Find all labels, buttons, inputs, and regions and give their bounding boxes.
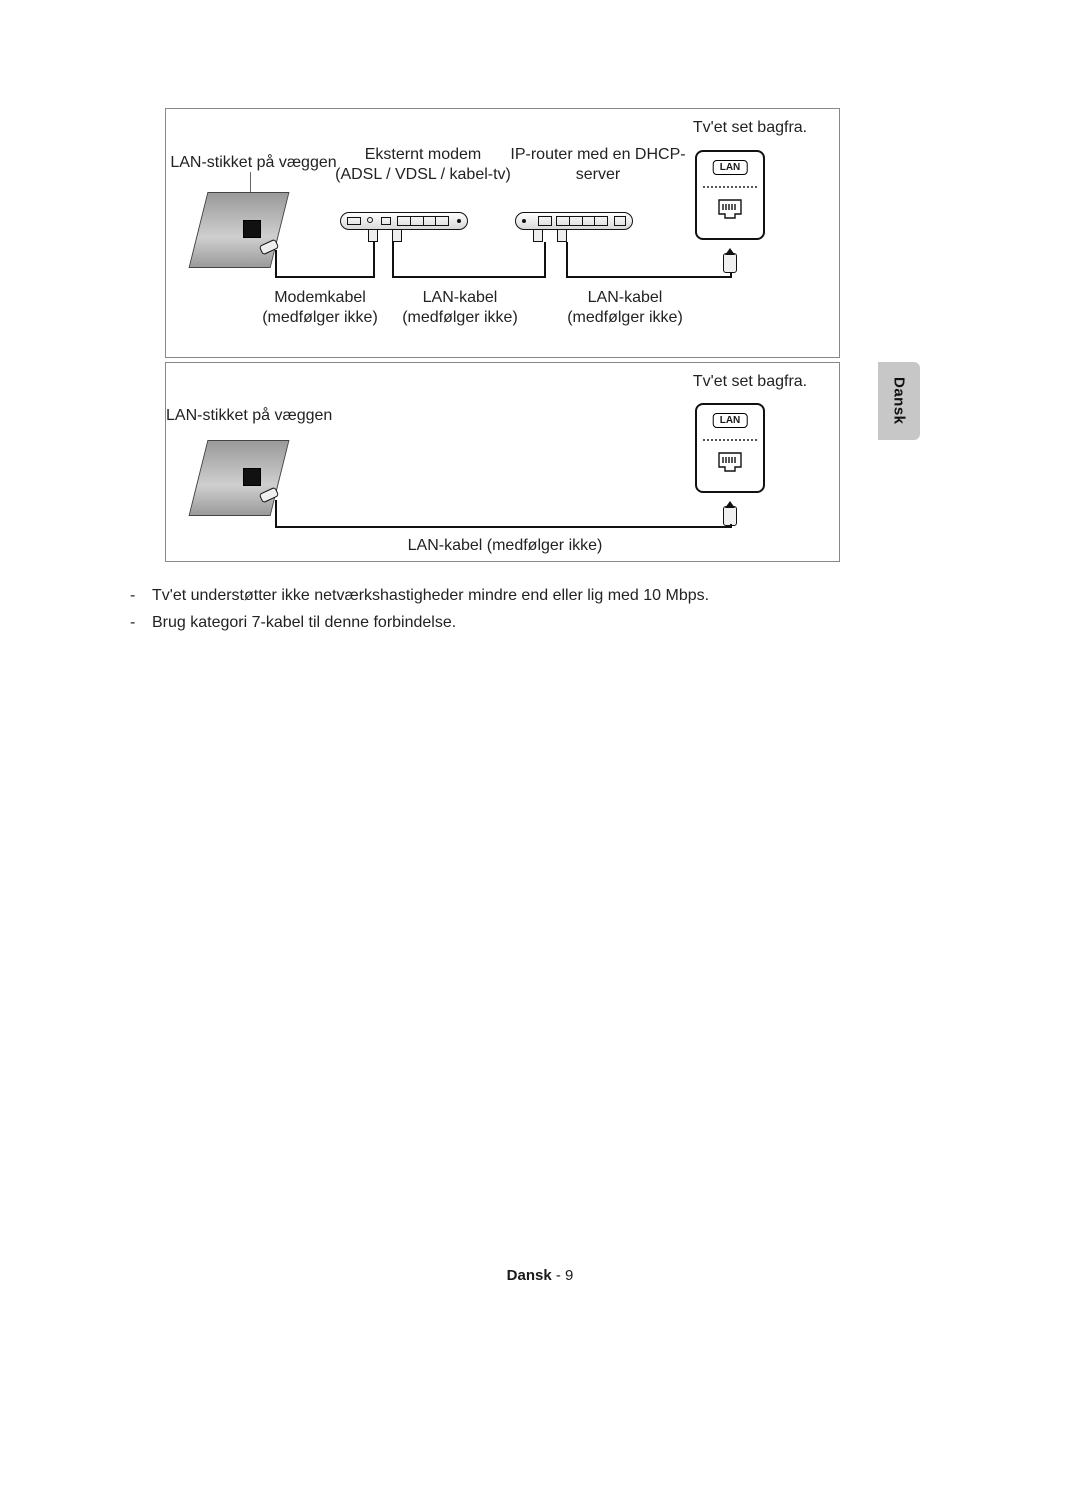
router-legs-icon <box>533 230 577 242</box>
tv-dash-line <box>703 186 757 188</box>
d2-wall-label: LAN-stikket på væggen <box>166 406 341 426</box>
d1-cable-b-1: LAN-kabel <box>395 288 525 308</box>
d1-router-label-1: IP-router med en DHCP- <box>503 145 693 165</box>
footer-page-number: 9 <box>565 1267 573 1284</box>
note-1-text: Tv'et understøtter ikke netværkshastighe… <box>152 582 709 609</box>
d1-cable-c-2: (medfølger ikke) <box>560 308 690 328</box>
d1-wall-jack <box>198 192 280 268</box>
notes-list: - Tv'et understøtter ikke netværkshastig… <box>130 582 890 636</box>
d2-tv-panel: LAN <box>695 403 765 493</box>
d1-tv-panel: LAN <box>695 150 765 240</box>
list-item: - Brug kategori 7-kabel til denne forbin… <box>130 609 890 636</box>
page: Tv'et set bagfra. LAN-stikket på væggen … <box>0 0 1080 1494</box>
footer-sep: - <box>552 1267 565 1284</box>
list-item: - Tv'et understøtter ikke netværkshastig… <box>130 582 890 609</box>
d1-cable-c-1: LAN-kabel <box>560 288 690 308</box>
d2-tv-back-label: Tv'et set bagfra. <box>665 372 835 392</box>
d1-tv-back-label: Tv'et set bagfra. <box>665 118 835 138</box>
language-side-tab: Dansk <box>878 362 920 440</box>
d1-cable-a-2: (medfølger ikke) <box>255 308 385 328</box>
d1-plug-to-tv <box>723 253 737 273</box>
lan-port-icon <box>717 198 743 220</box>
d1-cable-b-2: (medfølger ikke) <box>395 308 525 328</box>
lan-badge: LAN <box>713 413 748 428</box>
wall-port-icon <box>243 220 261 238</box>
d1-router-device <box>515 212 633 230</box>
d1-modem-label-2: (ADSL / VDSL / kabel-tv) <box>333 165 513 185</box>
d2-wall-jack <box>198 440 280 516</box>
d1-modem-device <box>340 212 468 230</box>
d1-modem-label-1: Eksternt modem <box>333 145 513 165</box>
language-side-tab-text: Dansk <box>891 377 908 425</box>
modem-body-icon <box>340 212 468 230</box>
note-2-text: Brug kategori 7-kabel til denne forbinde… <box>152 609 456 636</box>
router-body-icon <box>515 212 633 230</box>
lan-badge: LAN <box>713 160 748 175</box>
lan-port-icon <box>717 451 743 473</box>
bullet-dash: - <box>130 582 138 609</box>
bullet-dash: - <box>130 609 138 636</box>
tv-dash-line <box>703 439 757 441</box>
wall-port-icon <box>243 468 261 486</box>
modem-legs-icon <box>368 230 408 242</box>
d1-router-label-2: server <box>503 165 693 185</box>
page-footer: Dansk - 9 <box>0 1267 1080 1284</box>
d2-plug-to-tv <box>723 506 737 526</box>
d2-cable-label: LAN-kabel (medfølger ikke) <box>380 536 630 556</box>
footer-lang: Dansk <box>507 1267 552 1284</box>
d1-wall-label: LAN-stikket på væggen <box>166 153 341 173</box>
d1-cable-a-1: Modemkabel <box>255 288 385 308</box>
